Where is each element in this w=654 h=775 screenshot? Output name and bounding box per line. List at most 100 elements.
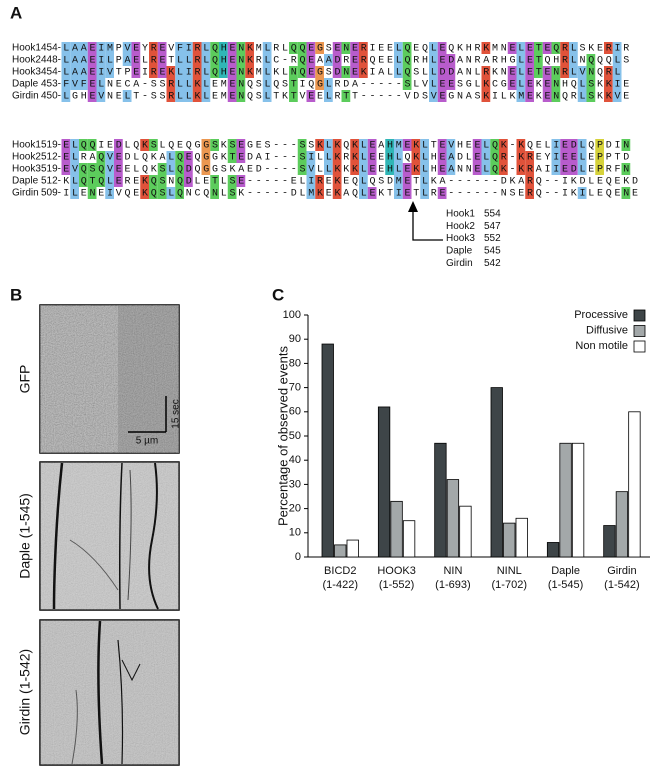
residue-highlight (542, 78, 552, 90)
annotation-name: Hook2 (446, 221, 475, 232)
residue-highlight (394, 151, 403, 163)
residue-highlight (507, 66, 517, 78)
sequence-start: 450- (41, 91, 61, 102)
residue-highlight (324, 139, 333, 151)
x-tick-label: NINL (497, 565, 522, 577)
residue-highlight (420, 187, 429, 199)
residue-highlight (577, 139, 587, 151)
x-tick-label: BICD2 (324, 565, 356, 577)
residue-highlight (429, 54, 438, 66)
y-tick-label: 80 (289, 357, 301, 369)
residue-highlight (79, 54, 88, 66)
residue-highlight (604, 42, 613, 54)
residue-highlight (114, 151, 123, 163)
residue-highlight (166, 163, 176, 175)
residue-highlight (350, 42, 359, 54)
residue-highlight (210, 42, 219, 54)
bar (571, 442, 585, 558)
residue-highlight (341, 66, 351, 78)
annotation-position: 547 (484, 221, 501, 232)
residue-highlight (429, 66, 438, 78)
residue-highlight (586, 90, 596, 102)
residue-highlight (332, 42, 342, 54)
residue-highlight (306, 187, 316, 199)
residue-highlight (534, 42, 543, 54)
residue-highlight (175, 175, 184, 187)
residue-highlight (227, 175, 237, 187)
residue-highlight (149, 54, 158, 66)
residue-highlight (551, 151, 561, 163)
sequence: LAAEILPAELRETLLRLQHENKRLC-RQEAADRERQEELQ… (63, 56, 632, 67)
residue-highlight (499, 139, 508, 151)
residue-highlight (604, 90, 613, 102)
residue-highlight (262, 66, 272, 78)
sequence-name: Daple (12, 79, 39, 90)
residue-highlight (437, 66, 447, 78)
residue-highlight (332, 139, 342, 151)
residue-highlight (341, 90, 351, 102)
residue-highlight (481, 90, 491, 102)
residue-highlight (149, 139, 158, 151)
residue-highlight (262, 54, 272, 66)
bar (515, 517, 528, 558)
sequence-name: Hook3 (12, 67, 41, 78)
residue-highlight (577, 78, 587, 90)
residue-highlight (140, 175, 149, 187)
residue-highlight (96, 42, 106, 54)
residue-highlight (560, 163, 569, 175)
residue-highlight (105, 187, 114, 199)
residue-highlight (429, 90, 438, 102)
residue-highlight (87, 90, 97, 102)
residue-highlight (166, 90, 176, 102)
residue-highlight (359, 151, 368, 163)
residue-highlight (79, 175, 88, 187)
sequence-name: Hook3 (12, 164, 41, 175)
residue-highlight (472, 151, 482, 163)
residue-highlight (184, 66, 193, 78)
residue-highlight (105, 175, 114, 187)
residue-highlight (149, 187, 158, 199)
residue-highlight (96, 78, 106, 90)
sequence-name: Girdin (12, 188, 39, 199)
residue-highlight (551, 78, 561, 90)
kymograph-noise (40, 305, 179, 453)
residue-highlight (297, 42, 307, 54)
residue-highlight (499, 151, 508, 163)
residue-highlight (201, 66, 211, 78)
bar (377, 406, 391, 558)
arrow-head (408, 201, 418, 212)
residue-highlight (324, 163, 333, 175)
y-tick-label: 30 (289, 478, 301, 490)
residue-highlight (201, 151, 211, 163)
residue-highlight (350, 66, 359, 78)
legend-swatch (633, 309, 646, 322)
sequence: ELQQIEDLQKSLQEQGGSKSEGES---SSKLKQKLEAHME… (63, 141, 632, 152)
residue-highlight (481, 163, 491, 175)
residue-highlight (192, 66, 202, 78)
residue-highlight (332, 151, 342, 163)
residue-highlight (306, 54, 316, 66)
sequence-start: 512- (41, 152, 61, 163)
residue-highlight (446, 151, 456, 163)
residue-highlight (227, 78, 237, 90)
residue-highlight (385, 151, 394, 163)
residue-highlight (210, 187, 219, 199)
residue-highlight (359, 42, 368, 54)
residue-highlight (87, 187, 97, 199)
residue-highlight (481, 151, 491, 163)
residue-highlight (210, 66, 219, 78)
residue-highlight (612, 42, 622, 54)
residue-highlight (437, 163, 447, 175)
residue-highlight (61, 163, 71, 175)
residue-highlight (227, 54, 237, 66)
residue-highlight (577, 163, 587, 175)
y-axis-label: Percentage of observed events (275, 346, 290, 526)
scale-distance: 5 µm (136, 436, 158, 447)
bar (559, 442, 572, 558)
residue-highlight (87, 66, 97, 78)
residue-highlight (569, 66, 578, 78)
residue-highlight (184, 54, 193, 66)
residue-highlight (157, 175, 167, 187)
y-tick-label: 20 (289, 503, 301, 515)
kymograph-noise (40, 620, 179, 765)
